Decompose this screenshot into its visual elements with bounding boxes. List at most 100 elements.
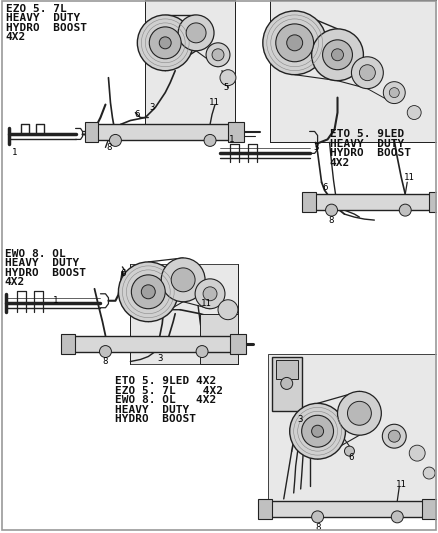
Bar — [131, 264, 238, 364]
Text: 6: 6 — [349, 453, 354, 462]
Text: HEAVY  DUTY: HEAVY DUTY — [5, 259, 79, 269]
Text: 8: 8 — [107, 143, 112, 152]
Circle shape — [118, 262, 178, 322]
Circle shape — [99, 345, 111, 358]
Circle shape — [212, 49, 224, 61]
Circle shape — [276, 24, 314, 62]
Text: 6: 6 — [322, 183, 327, 192]
Circle shape — [220, 70, 236, 86]
Circle shape — [347, 401, 371, 425]
Text: HYDRO  BOOST: HYDRO BOOST — [5, 268, 86, 278]
Text: 4X2: 4X2 — [329, 158, 350, 168]
Circle shape — [290, 403, 346, 459]
Text: EZO 5. 7L: EZO 5. 7L — [6, 4, 67, 14]
Text: 6: 6 — [134, 110, 140, 119]
Text: 3: 3 — [158, 354, 163, 363]
Bar — [268, 501, 429, 517]
Bar — [145, 0, 235, 133]
Circle shape — [399, 204, 411, 216]
Text: HEAVY  DUTY: HEAVY DUTY — [6, 13, 80, 23]
Text: HYDRO  BOOST: HYDRO BOOST — [6, 23, 87, 33]
Text: 11: 11 — [208, 98, 219, 107]
Text: 11: 11 — [404, 173, 415, 182]
Text: EWO 8. OL   4X2: EWO 8. OL 4X2 — [116, 395, 217, 406]
Bar — [200, 314, 238, 364]
Text: HYDRO  BOOST: HYDRO BOOST — [116, 414, 196, 424]
Circle shape — [332, 49, 343, 61]
Text: EZO 5. 7L    4X2: EZO 5. 7L 4X2 — [116, 386, 223, 396]
Text: 4X2: 4X2 — [6, 33, 26, 42]
Circle shape — [391, 511, 403, 523]
Circle shape — [325, 204, 338, 216]
Circle shape — [171, 268, 195, 292]
Circle shape — [138, 15, 193, 71]
Bar — [429, 192, 438, 212]
Bar — [268, 353, 437, 501]
Text: 8: 8 — [103, 357, 108, 366]
Text: HEAVY  DUTY: HEAVY DUTY — [329, 139, 404, 149]
Circle shape — [110, 134, 121, 147]
Text: ETO 5. 9LED: ETO 5. 9LED — [329, 130, 404, 140]
Circle shape — [141, 285, 155, 299]
Text: 5: 5 — [223, 83, 229, 92]
Bar — [270, 0, 437, 142]
Circle shape — [159, 37, 171, 49]
Circle shape — [382, 424, 406, 448]
Circle shape — [204, 134, 216, 147]
Text: EWO 8. OL: EWO 8. OL — [5, 249, 66, 259]
Text: ETO 5. 9LED 4X2: ETO 5. 9LED 4X2 — [116, 376, 217, 386]
Bar — [85, 123, 99, 142]
Circle shape — [149, 27, 181, 59]
Bar — [60, 334, 74, 353]
Text: HEAVY  DUTY: HEAVY DUTY — [116, 405, 190, 415]
Circle shape — [203, 287, 217, 301]
Circle shape — [338, 391, 381, 435]
Text: 1: 1 — [12, 148, 18, 157]
Circle shape — [360, 64, 375, 80]
Bar — [310, 194, 437, 210]
Text: 4X2: 4X2 — [5, 277, 25, 287]
Circle shape — [186, 23, 206, 43]
Circle shape — [281, 377, 293, 390]
Circle shape — [178, 15, 214, 51]
Circle shape — [389, 430, 400, 442]
Text: 11: 11 — [201, 299, 212, 308]
Bar — [422, 499, 438, 519]
Text: 11: 11 — [396, 480, 406, 489]
Circle shape — [218, 300, 238, 320]
Circle shape — [423, 467, 435, 479]
Circle shape — [131, 275, 165, 309]
Bar — [276, 360, 298, 379]
Circle shape — [407, 106, 421, 119]
Bar — [71, 336, 238, 352]
Circle shape — [409, 445, 425, 461]
Circle shape — [389, 87, 399, 98]
Text: 1: 1 — [229, 135, 235, 144]
Circle shape — [311, 511, 324, 523]
Circle shape — [383, 82, 405, 103]
Circle shape — [287, 35, 303, 51]
Circle shape — [351, 57, 383, 88]
Text: 6: 6 — [121, 269, 126, 278]
Bar — [228, 123, 244, 142]
Circle shape — [196, 345, 208, 358]
Circle shape — [161, 258, 205, 302]
Text: 3: 3 — [297, 415, 302, 424]
Bar — [91, 125, 235, 140]
Circle shape — [263, 11, 327, 75]
Circle shape — [195, 279, 225, 309]
Text: 8: 8 — [315, 523, 320, 532]
Circle shape — [302, 415, 333, 447]
Text: 8: 8 — [329, 215, 334, 224]
Bar — [258, 499, 272, 519]
Bar — [230, 334, 246, 353]
Text: 3: 3 — [150, 103, 155, 112]
Text: 3: 3 — [313, 143, 318, 152]
Bar — [302, 192, 316, 212]
Bar — [272, 357, 302, 411]
Circle shape — [311, 29, 364, 80]
Circle shape — [206, 43, 230, 67]
Circle shape — [322, 40, 353, 70]
Circle shape — [311, 425, 324, 437]
Circle shape — [344, 446, 354, 456]
